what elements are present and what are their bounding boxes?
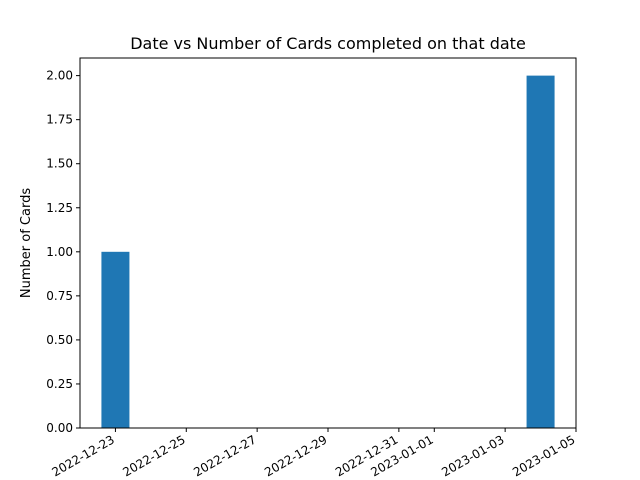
bars-group — [101, 75, 555, 428]
y-tick-label: 1.25 — [46, 201, 73, 215]
y-axis-label: Number of Cards — [19, 188, 34, 298]
bar-2023-01-04 — [526, 75, 555, 428]
y-tick-label: 0.75 — [46, 289, 73, 303]
y-tick-label: 1.00 — [46, 245, 73, 259]
plot-frame — [79, 57, 577, 429]
y-tick-label: 1.75 — [46, 113, 73, 127]
y-tick-label: 0.25 — [46, 377, 73, 391]
y-tick-label: 1.50 — [46, 157, 73, 171]
chart-title: Date vs Number of Cards completed on tha… — [130, 34, 526, 53]
y-tick-label: 2.00 — [46, 69, 73, 83]
y-axis: 0.00 0.25 0.50 0.75 1.00 1.25 1.50 1.75 2.00 — [46, 69, 80, 435]
bar-2022-12-23 — [101, 251, 130, 428]
y-tick-label: 0.50 — [46, 333, 73, 347]
y-tick-label: 0.00 — [46, 421, 73, 435]
